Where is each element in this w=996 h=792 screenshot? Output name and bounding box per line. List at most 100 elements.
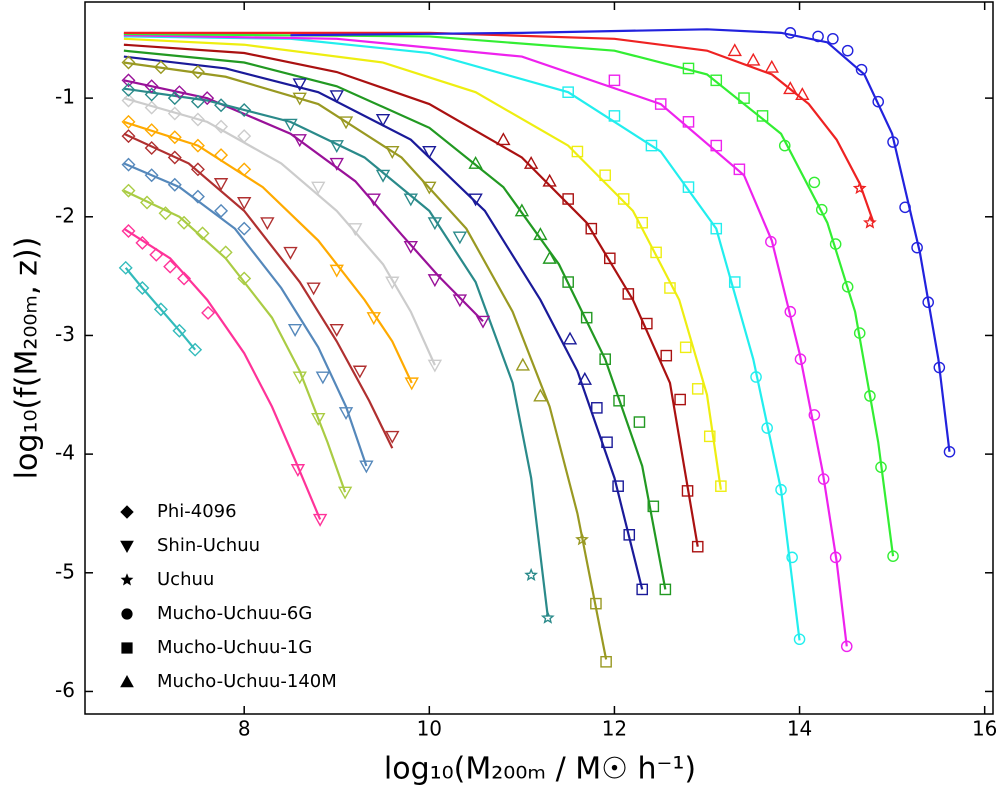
data-point — [422, 146, 437, 159]
data-point — [571, 145, 584, 158]
data-point — [887, 136, 899, 148]
data-point — [153, 60, 168, 75]
data-point — [674, 393, 686, 406]
data-point — [636, 583, 649, 596]
data-point — [237, 129, 252, 144]
data-point — [840, 640, 853, 653]
data-point — [172, 85, 187, 100]
data-point — [121, 129, 136, 144]
data-point — [144, 87, 159, 102]
data-point — [167, 106, 182, 121]
legend-marker — [120, 674, 134, 688]
data-point — [864, 390, 876, 402]
data-point — [366, 312, 381, 326]
data-point — [306, 282, 321, 296]
legend-label: Uchuu — [157, 569, 214, 590]
data-point — [375, 169, 391, 183]
data-point — [682, 181, 695, 193]
data-point — [515, 357, 530, 371]
data-point — [608, 110, 621, 122]
data-point — [855, 63, 868, 76]
data-point — [682, 62, 695, 75]
data-point — [292, 134, 307, 148]
plot-frame — [84, 1, 994, 715]
fit-line — [123, 227, 322, 520]
fit-line — [123, 49, 667, 590]
data-point — [623, 529, 636, 541]
data-point — [710, 139, 723, 152]
data-point — [817, 473, 830, 485]
data-point — [121, 73, 136, 88]
y-tick-label: -5 — [55, 559, 75, 583]
fit-line — [123, 97, 436, 366]
data-point — [468, 155, 483, 169]
data-point — [872, 95, 885, 108]
data-point — [899, 201, 911, 214]
data-point — [922, 296, 935, 309]
data-point — [144, 168, 159, 183]
data-point — [600, 655, 612, 668]
data-point — [875, 461, 887, 473]
data-point — [829, 238, 842, 250]
data-point — [540, 610, 555, 624]
data-point — [403, 240, 418, 254]
data-point — [808, 409, 821, 421]
data-point — [292, 92, 307, 106]
data-point — [679, 341, 692, 354]
data-point — [524, 567, 539, 582]
data-point — [943, 445, 956, 458]
data-point — [200, 91, 215, 106]
data-point — [167, 177, 182, 192]
data-point — [650, 246, 662, 259]
fit-line — [123, 189, 347, 493]
fit-line — [123, 132, 394, 449]
data-point — [728, 276, 741, 288]
data-point — [260, 217, 275, 231]
data-point — [177, 271, 192, 286]
data-point — [121, 183, 136, 198]
data-point — [121, 55, 136, 70]
data-point — [783, 81, 798, 95]
data-point — [562, 331, 578, 345]
legend-label: Mucho-Uchuu-140M — [157, 671, 337, 692]
fit-line — [123, 120, 413, 384]
data-point — [385, 430, 400, 444]
data-point — [533, 227, 548, 241]
data-point — [784, 27, 797, 39]
data-point — [404, 377, 419, 391]
data-point — [167, 130, 182, 145]
legend-label: Shin-Uchuu — [157, 535, 260, 556]
data-point — [427, 359, 443, 373]
data-point — [812, 30, 824, 43]
data-point — [135, 235, 150, 250]
data-point — [452, 231, 468, 245]
data-point — [329, 90, 344, 104]
data-point — [195, 226, 210, 241]
data-point — [352, 365, 368, 379]
y-axis-label: log₁₀(f(M₂₀₀ₘ, z)) — [10, 237, 45, 480]
fit-line — [123, 79, 484, 322]
data-point — [348, 223, 363, 237]
data-point — [311, 413, 326, 426]
data-point — [375, 113, 391, 127]
fit-line — [123, 35, 801, 641]
data-point — [177, 215, 192, 230]
data-point — [214, 119, 229, 134]
data-point — [577, 371, 593, 385]
data-point — [190, 112, 205, 127]
data-point — [795, 87, 810, 101]
data-point — [808, 176, 821, 189]
x-tick-label: 10 — [417, 717, 442, 741]
y-tick-label: -2 — [55, 203, 75, 227]
data-point — [664, 282, 676, 294]
data-point — [784, 305, 797, 318]
data-point — [580, 311, 593, 324]
data-point — [764, 59, 779, 73]
fit-line — [123, 162, 368, 467]
data-point — [214, 148, 229, 163]
fit-line — [123, 43, 699, 547]
y-tick-label: -1 — [55, 85, 75, 109]
data-point — [153, 302, 168, 317]
data-point — [190, 94, 205, 109]
